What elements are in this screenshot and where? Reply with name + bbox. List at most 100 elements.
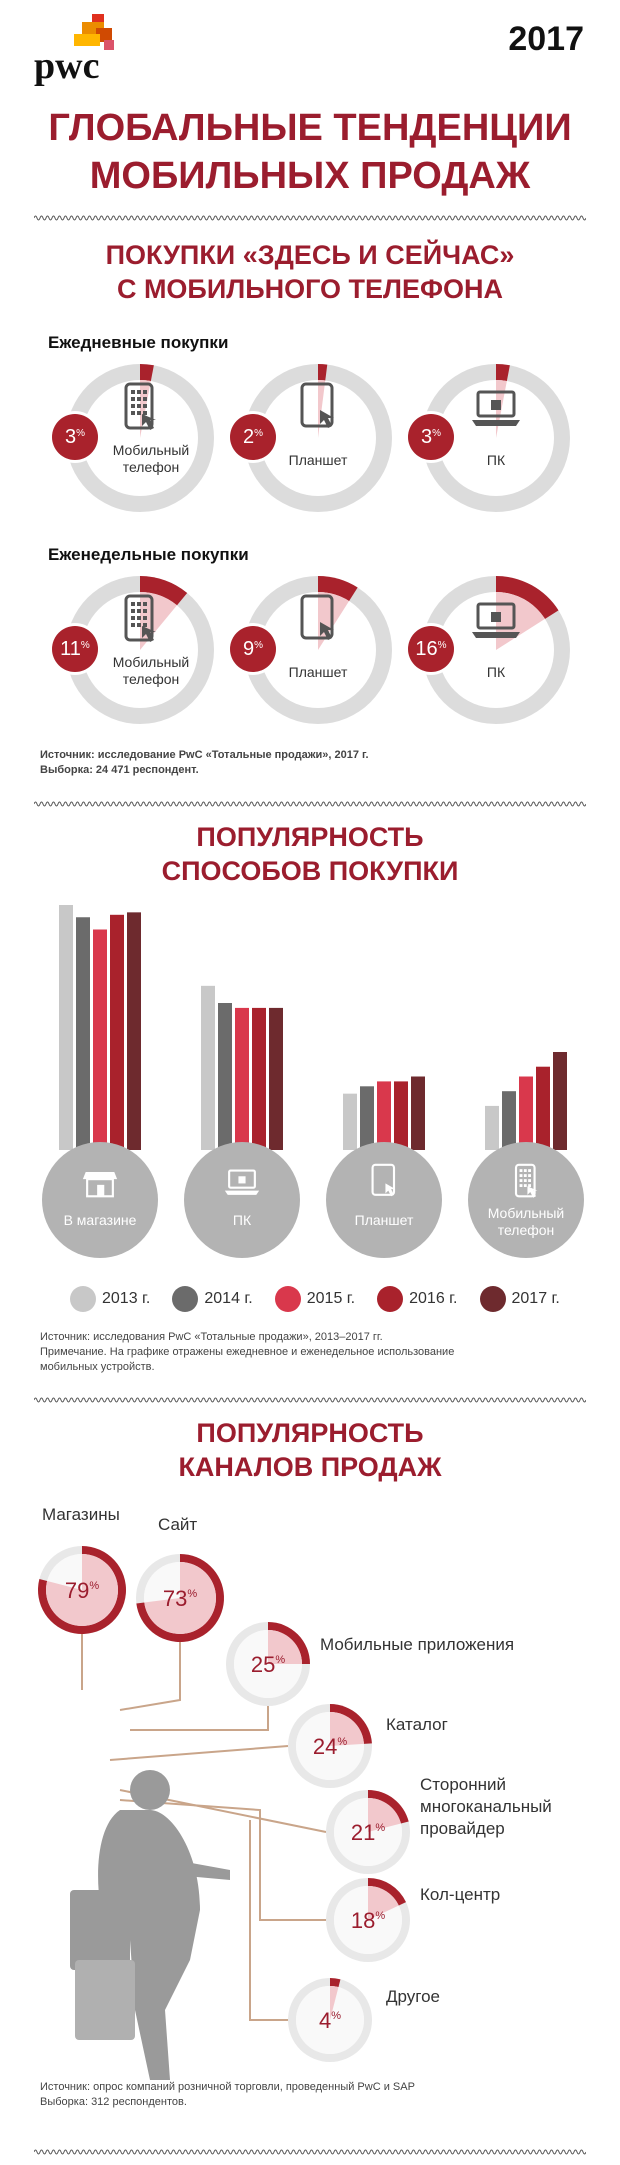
bar-0-0 <box>59 905 73 1150</box>
percentage-badge: 16% <box>408 626 454 672</box>
bar-2-4 <box>411 1076 425 1150</box>
section2-source-line3: мобильных устройств. <box>40 1361 155 1373</box>
device-label: ПК <box>486 452 506 468</box>
weekly-device-circle: Мобильный телефон 11% <box>52 570 220 730</box>
daily-device-circle: Мобильный телефон 3% <box>52 358 220 518</box>
daily-device-circle: ПК 3% <box>408 358 576 518</box>
section2-title-line1: ПОПУЛЯРНОСТЬ <box>196 822 424 852</box>
device-label: Планшет <box>288 452 348 468</box>
legend-item: 2013 г. <box>70 1286 150 1312</box>
bar-1-4 <box>269 1007 283 1150</box>
section3-title-line2: КАНАЛОВ ПРОДАЖ <box>178 1452 442 1482</box>
category-label: Планшет <box>355 1212 414 1228</box>
channel-label: Сайт <box>158 1515 197 1534</box>
bar-0-2 <box>93 929 107 1150</box>
pwc-wordmark: pwc <box>34 45 100 87</box>
legend-item: 2015 г. <box>274 1286 356 1312</box>
section1-source: Источник: исследование PwC «Тотальные пр… <box>40 748 369 778</box>
section2-source-line2: Примечание. На графике отражены ежедневн… <box>40 1346 455 1358</box>
device-label: Мобильный телефон <box>112 654 190 687</box>
percentage-badge: 2% <box>230 414 276 460</box>
section3-title-line1: ПОПУЛЯРНОСТЬ <box>196 1418 424 1448</box>
legend-swatch <box>377 1286 404 1312</box>
category-label: В магазине <box>64 1212 137 1228</box>
mobile-phone-icon <box>514 1163 538 1198</box>
legend-swatch <box>70 1286 96 1312</box>
page-title-line1: ГЛОБАЛЬНЫЕ ТЕНДЕНЦИИ <box>48 107 572 149</box>
tablet-icon <box>290 380 346 441</box>
page-title: ГЛОБАЛЬНЫЕ ТЕНДЕНЦИИ МОБИЛЬНЫХ ПРОДАЖ <box>0 104 620 200</box>
section2-title-line2: СПОСОБОВ ПОКУПКИ <box>161 856 459 886</box>
bar-2-1 <box>360 1086 374 1150</box>
daily-device-circle: Планшет 2% <box>230 358 398 518</box>
legend-swatch <box>479 1286 506 1312</box>
divider-wave <box>34 215 586 221</box>
bar-3-3 <box>536 1066 550 1150</box>
laptop-icon <box>468 592 524 653</box>
legend-label: 2015 г. <box>306 1290 356 1307</box>
divider-wave <box>34 801 586 807</box>
bar-2-2 <box>377 1081 391 1150</box>
store-icon <box>82 1172 118 1198</box>
section1-title-line2: С МОБИЛЬНОГО ТЕЛЕФОНА <box>116 274 504 304</box>
legend-item: 2014 г. <box>172 1286 253 1312</box>
percentage-donut <box>422 576 570 724</box>
bar-1-3 <box>252 1007 266 1150</box>
percentage-donut <box>244 576 392 724</box>
legend-item: 2017 г. <box>479 1286 560 1312</box>
percentage-badge: 3% <box>52 414 98 460</box>
section1-title: ПОКУПКИ «ЗДЕСЬ И СЕЙЧАС» С МОБИЛЬНОГО ТЕ… <box>0 238 620 306</box>
mobile-phone-icon <box>112 592 168 653</box>
percentage-badge: 3% <box>408 414 454 460</box>
device-label: Планшет <box>288 664 348 680</box>
bar-3-0 <box>485 1105 499 1150</box>
tablet-icon <box>290 592 346 653</box>
daily-purchases-label: Ежедневные покупки <box>48 333 229 352</box>
percentage-donut <box>244 364 392 512</box>
section3-source-line2: Выборка: 312 респондентов. <box>40 2096 187 2108</box>
channel-label: Каталог <box>386 1715 448 1734</box>
bar-0-4 <box>127 912 141 1150</box>
legend-label: 2017 г. <box>511 1290 560 1307</box>
shopper-silhouette <box>70 1770 230 2080</box>
bar-3-2 <box>519 1076 533 1150</box>
section2-title: ПОПУЛЯРНОСТЬ СПОСОБОВ ПОКУПКИ <box>0 820 620 888</box>
laptop-icon <box>468 380 524 441</box>
category-circle <box>468 1142 584 1258</box>
category-circle <box>326 1142 442 1258</box>
section1-title-line1: ПОКУПКИ «ЗДЕСЬ И СЕЙЧАС» <box>105 240 515 270</box>
category-label: ПК <box>233 1212 252 1228</box>
legend-item: 2016 г. <box>377 1286 458 1312</box>
bar-0-1 <box>76 917 90 1150</box>
bar-1-2 <box>235 1007 249 1150</box>
bar-1-0 <box>201 985 215 1150</box>
legend-label: 2014 г. <box>204 1290 253 1307</box>
bar-1-1 <box>218 1003 232 1150</box>
bar-3-4 <box>553 1052 567 1150</box>
percentage-donut <box>66 576 214 724</box>
legend-label: 2016 г. <box>409 1290 458 1307</box>
category-circle <box>184 1142 300 1258</box>
category-circle <box>42 1142 158 1258</box>
page-title-line2: МОБИЛЬНЫХ ПРОДАЖ <box>89 155 531 197</box>
category-label: Мобильный телефон <box>488 1205 565 1238</box>
weekly-purchases-label: Еженедельные покупки <box>48 545 249 564</box>
section3-source-line1: Источник: опрос компаний розничной торго… <box>40 2081 415 2093</box>
divider-wave <box>34 1397 586 1403</box>
pwc-logo: pwc <box>34 14 134 87</box>
section2-source: Источник: исследования PwC «Тотальные пр… <box>40 1330 454 1375</box>
channel-label: Сторонний многоканальный провайдер <box>420 1775 552 1838</box>
legend-label: 2013 г. <box>102 1290 151 1307</box>
year-label: 2017 <box>508 20 584 58</box>
channel-label: Кол-центр <box>420 1885 500 1904</box>
section1-source-line1: Источник: исследование PwC «Тотальные пр… <box>40 749 369 761</box>
laptop-icon <box>224 1169 260 1195</box>
purchase-methods-chart: В магазине ПК Планшет Мобильный телефон <box>42 905 584 1258</box>
divider-wave <box>34 2149 586 2155</box>
tablet-icon <box>371 1163 396 1197</box>
percentage-badge: 9% <box>230 626 276 672</box>
bar-3-1 <box>502 1091 516 1150</box>
bar-2-0 <box>343 1093 357 1150</box>
bar-0-3 <box>110 914 124 1150</box>
